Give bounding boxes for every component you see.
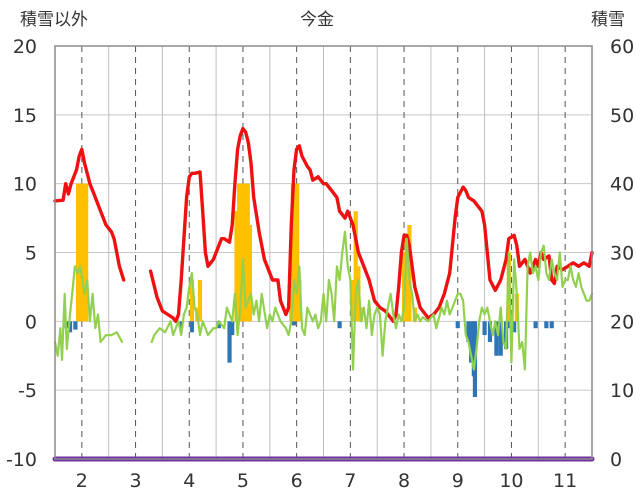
red-series-line [148, 126, 594, 323]
plot-border [54, 45, 593, 460]
y-left-tick-label: 0 [25, 311, 37, 333]
blue-bar [466, 321, 471, 342]
y-right-tick-label: 0 [610, 449, 622, 471]
orange-bar [404, 238, 409, 322]
blue-bar [533, 321, 538, 329]
x-tick-label: 10 [499, 470, 523, 492]
y-right-tick-label: 30 [610, 243, 634, 265]
red-series-line [53, 147, 126, 282]
x-tick-label: 4 [183, 470, 195, 492]
orange-bar [245, 183, 250, 322]
blue-bar [544, 321, 549, 329]
blue-bar [189, 321, 195, 333]
orange-bar [84, 183, 89, 322]
orange-bar [297, 280, 302, 322]
orange-bar [234, 211, 239, 322]
orange-bar [292, 183, 298, 322]
blue-bar [498, 321, 503, 356]
green-series-line [150, 230, 594, 371]
blue-bar [67, 321, 73, 333]
blue-bar [482, 321, 487, 336]
chart-title: 今金 [300, 10, 334, 30]
orange-bar [243, 183, 248, 322]
y-right-tick-label: 50 [610, 105, 634, 127]
blue-bar [230, 321, 235, 336]
orange-bar [290, 183, 295, 322]
orange-bar [350, 280, 356, 322]
orange-bar [189, 280, 195, 322]
orange-bar [295, 183, 300, 322]
orange-bar [241, 183, 246, 322]
blue-bar [507, 321, 512, 329]
blue-bar [512, 321, 517, 333]
y-right-tick-label: 40 [610, 174, 634, 196]
blue-bar [73, 321, 78, 330]
orange-bar [237, 183, 242, 322]
y-right-tick-label: 60 [610, 36, 634, 58]
green-series-line [53, 265, 124, 361]
blue-bar [337, 321, 342, 329]
x-tick-label: 2 [76, 470, 88, 492]
blue-bar [455, 321, 460, 329]
right-axis-label: 積雪 [591, 10, 625, 30]
blue-bar [227, 321, 232, 363]
x-tick-label: 5 [237, 470, 249, 492]
x-tick-label: 8 [398, 470, 410, 492]
x-tick-label: 6 [291, 470, 303, 492]
y-left-tick-label: -10 [6, 449, 37, 471]
blue-bar [179, 321, 184, 329]
x-tick-label: 3 [130, 470, 142, 492]
blue-bar [549, 321, 554, 329]
y-left-tick-label: 15 [13, 105, 37, 127]
left-axis-label: 積雪以外 [20, 10, 88, 30]
orange-bar [247, 224, 253, 322]
orange-bar [197, 280, 203, 322]
blue-bar [291, 321, 297, 326]
axis-ticks: -10 -5 0 5 10 15 20 0 10 20 30 40 50 60 2 3 4 5 6 7 8 9 10 11 [6, 36, 634, 492]
blue-bar [487, 321, 493, 342]
orange-bar [239, 183, 244, 322]
y-left-tick-label: 10 [13, 174, 37, 196]
blue-bar [216, 321, 221, 329]
y-left-tick-label: 20 [13, 36, 37, 58]
blue-bar [494, 321, 499, 356]
x-tick-label: 7 [344, 470, 356, 492]
x-tick-label: 9 [452, 470, 464, 492]
blue-bar [469, 321, 474, 363]
x-tick-label: 11 [553, 470, 577, 492]
orange-bar [353, 211, 358, 322]
y-right-tick-label: 20 [610, 311, 634, 333]
y-left-tick-label: 5 [25, 243, 37, 265]
plot-frame [54, 45, 593, 460]
y-left-tick-label: -5 [18, 380, 37, 402]
y-right-tick-label: 10 [610, 380, 634, 402]
